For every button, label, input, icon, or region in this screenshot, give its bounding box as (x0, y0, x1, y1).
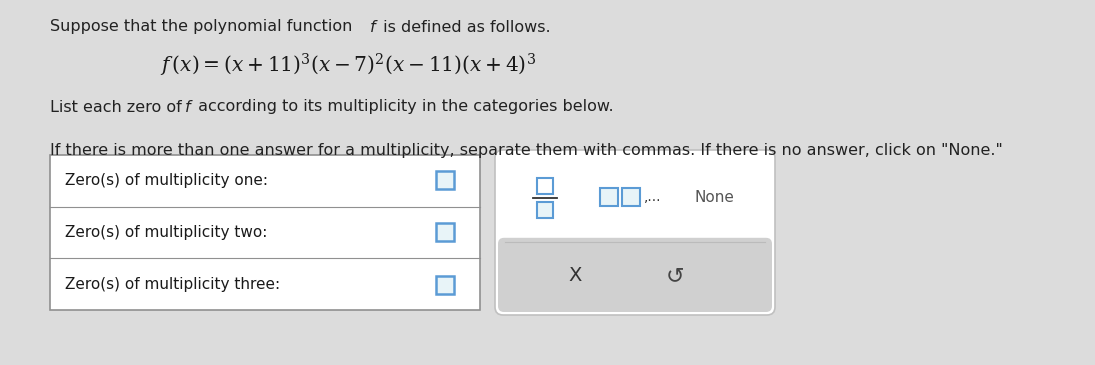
FancyBboxPatch shape (537, 178, 553, 195)
Text: Suppose that the polynomial function: Suppose that the polynomial function (50, 19, 357, 35)
FancyBboxPatch shape (495, 150, 775, 315)
Text: Zero(s) of multiplicity one:: Zero(s) of multiplicity one: (65, 173, 268, 188)
Text: according to its multiplicity in the categories below.: according to its multiplicity in the cat… (193, 100, 613, 115)
FancyBboxPatch shape (50, 155, 480, 310)
FancyBboxPatch shape (600, 188, 618, 206)
FancyBboxPatch shape (436, 276, 454, 294)
Text: ↺: ↺ (666, 266, 684, 286)
FancyBboxPatch shape (436, 171, 454, 189)
Text: f: f (185, 100, 191, 115)
FancyBboxPatch shape (436, 223, 454, 241)
FancyBboxPatch shape (622, 188, 639, 206)
Text: ,...: ,... (644, 191, 661, 204)
FancyBboxPatch shape (498, 238, 772, 312)
Text: is defined as follows.: is defined as follows. (378, 19, 551, 35)
Text: Zero(s) of multiplicity three:: Zero(s) of multiplicity three: (65, 277, 280, 292)
Text: f: f (370, 19, 376, 35)
Text: X: X (568, 266, 581, 285)
FancyBboxPatch shape (537, 203, 553, 218)
Text: If there is more than one answer for a multiplicity, separate them with commas. : If there is more than one answer for a m… (50, 143, 1003, 158)
Text: $f\,(x)=(x+11)^{3}(x-7)^{2}(x-11)(x+4)^{3}$: $f\,(x)=(x+11)^{3}(x-7)^{2}(x-11)(x+4)^{… (160, 51, 537, 78)
Text: List each zero of: List each zero of (50, 100, 187, 115)
Text: None: None (695, 190, 735, 205)
Text: Zero(s) of multiplicity two:: Zero(s) of multiplicity two: (65, 224, 267, 239)
